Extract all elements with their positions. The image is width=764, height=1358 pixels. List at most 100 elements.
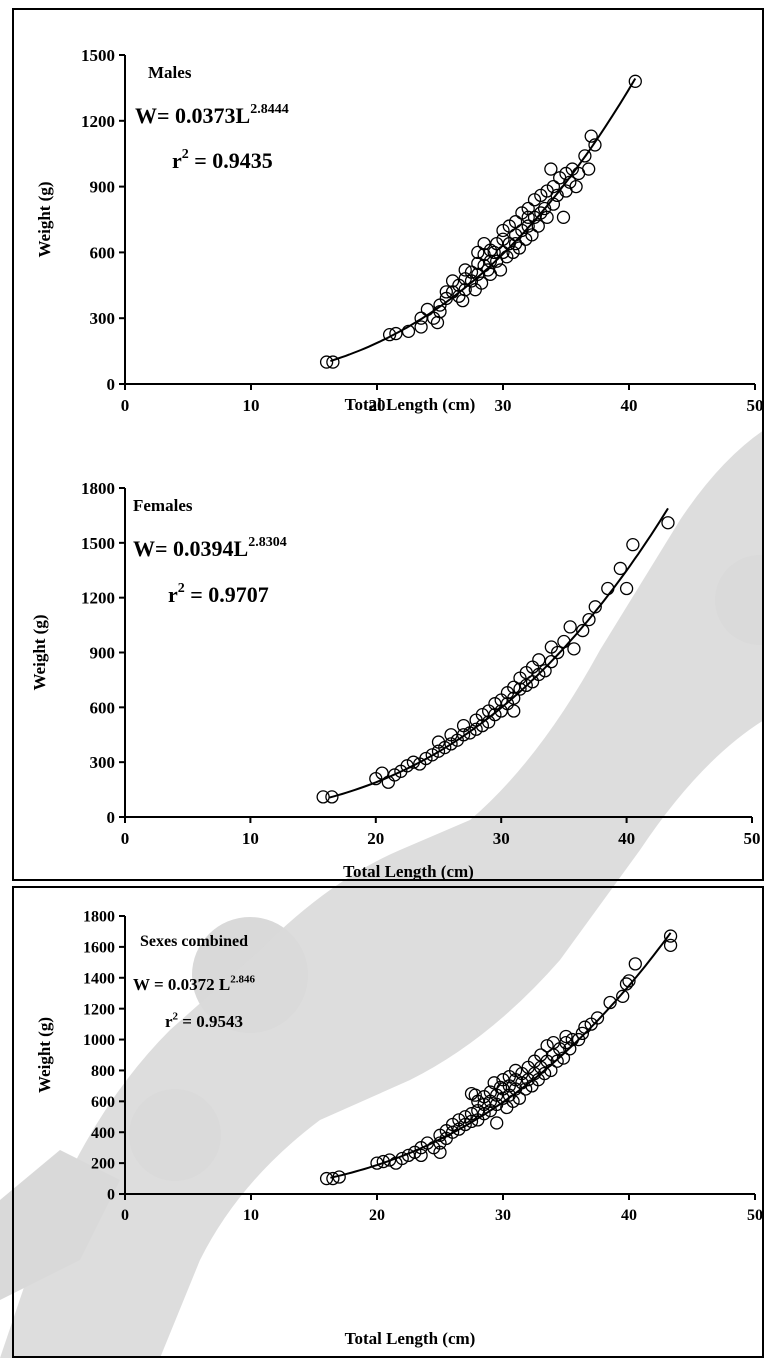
data-point: [464, 265, 479, 279]
data-point: [544, 654, 559, 669]
data-point: [433, 1145, 447, 1159]
data-point: [559, 1029, 573, 1044]
data-point: [507, 691, 521, 705]
chart-males: 0 300 600 900 1200 1500 0 10 20 30 40 50 Total Lengt…: [35, 46, 764, 415]
data-point: [444, 737, 458, 751]
frame-top: [12, 8, 764, 881]
data-point: [456, 718, 471, 733]
data-point: [458, 283, 472, 297]
data-point: [537, 201, 552, 216]
data-point: [512, 1091, 527, 1105]
regression-equation: W= 0.0394L2.8304: [133, 535, 287, 561]
y-tick-label: 1600: [83, 939, 115, 956]
data-point: [519, 678, 533, 693]
y-tick-label: 1500: [81, 534, 115, 553]
data-point: [456, 728, 471, 742]
data-point: [477, 1107, 491, 1121]
data-point: [576, 623, 590, 638]
data-point: [550, 188, 564, 203]
y-tick-label: 0: [107, 808, 116, 827]
x-tick-label: 20: [367, 829, 384, 848]
data-point: [490, 1116, 504, 1130]
data-point: [382, 1153, 397, 1167]
fit-curve: [330, 932, 672, 1179]
data-point: [628, 74, 642, 88]
data-point: [326, 355, 340, 369]
regression-equation: W= 0.0373L2.8444: [135, 102, 289, 128]
data-point: [475, 718, 490, 733]
data-point: [474, 276, 489, 290]
y-tick-label: 400: [91, 1125, 115, 1142]
y-tick-label: 1200: [81, 112, 115, 131]
r-squared: r2 = 0.9435: [172, 147, 273, 173]
x-tick-label: 30: [495, 1207, 511, 1224]
y-axis-label: Weight (g): [35, 181, 54, 257]
data-point: [563, 1042, 577, 1056]
x-tick-label: 50: [747, 396, 764, 415]
data-point: [419, 751, 433, 766]
data-point: [546, 179, 561, 194]
y-tick-label: 1800: [81, 479, 115, 498]
chart-sexes-combined: 0 200 400 600 800 1000 1200 1400 1600 1800 0 10 20 30…: [35, 909, 763, 1348]
y-axis-label: Weight (g): [30, 614, 49, 690]
data-point: [488, 707, 502, 722]
data-point: [569, 179, 583, 194]
data-point: [550, 1054, 564, 1068]
panel-title: Females: [133, 496, 193, 515]
data-point: [458, 1117, 472, 1132]
y-tick-label: 600: [90, 698, 116, 717]
data-point: [663, 938, 678, 952]
data-point: [567, 642, 581, 656]
y-tick-label: 1500: [81, 46, 115, 65]
x-axis-label: Total Length (cm): [345, 395, 476, 414]
x-tick-label: 10: [243, 396, 260, 415]
x-axis-label: Total Length (cm): [345, 1329, 476, 1348]
data-point: [661, 516, 675, 530]
r-squared: r2 = 0.9707: [168, 581, 269, 607]
data-point: [521, 219, 535, 233]
data-point: [325, 790, 339, 804]
x-tick-label: 30: [495, 396, 512, 415]
x-tick-label: 50: [747, 1207, 763, 1224]
y-tick-label: 1200: [83, 1001, 115, 1018]
data-point: [414, 320, 428, 334]
data-point: [582, 612, 596, 627]
x-axis-label: Total Length (cm): [343, 862, 474, 881]
data-point: [538, 664, 552, 678]
data-point: [544, 162, 558, 176]
data-point: [496, 245, 510, 260]
data-point: [550, 645, 565, 660]
data-point: [628, 957, 642, 971]
y-tick-label: 300: [90, 753, 116, 772]
data-point: [389, 326, 403, 341]
data-point: [326, 1171, 340, 1186]
x-tick-label: 20: [369, 396, 386, 415]
data-point: [387, 768, 402, 782]
data-point: [578, 149, 592, 163]
y-axis-label: Weight (g): [35, 1017, 54, 1093]
panel-title: Sexes combined: [140, 933, 248, 950]
data-point: [508, 215, 523, 229]
frame-bottom: [12, 886, 764, 1358]
y-tick-label: 1200: [81, 589, 115, 608]
data-point: [463, 726, 477, 740]
x-tick-label: 0: [121, 829, 130, 848]
panel-title: Males: [148, 63, 192, 82]
data-point: [525, 228, 539, 242]
data-point: [464, 1114, 479, 1129]
data-point: [613, 561, 627, 576]
x-tick-label: 50: [744, 829, 761, 848]
r-squared: r2 = 0.9543: [165, 1010, 243, 1031]
data-point: [471, 256, 485, 271]
x-tick-label: 20: [369, 1207, 385, 1224]
y-tick-label: 900: [90, 643, 116, 662]
data-point: [493, 263, 508, 277]
data-point: [532, 667, 546, 682]
data-point: [532, 653, 546, 667]
data-point: [512, 241, 527, 255]
data-point: [513, 682, 527, 696]
data-point: [319, 355, 334, 369]
data-point: [471, 245, 485, 260]
chart-females: 0 300 600 900 1200 1500 1800 0 10 20 30 40 50 Total L…: [30, 479, 761, 881]
fit-curve: [330, 77, 637, 363]
